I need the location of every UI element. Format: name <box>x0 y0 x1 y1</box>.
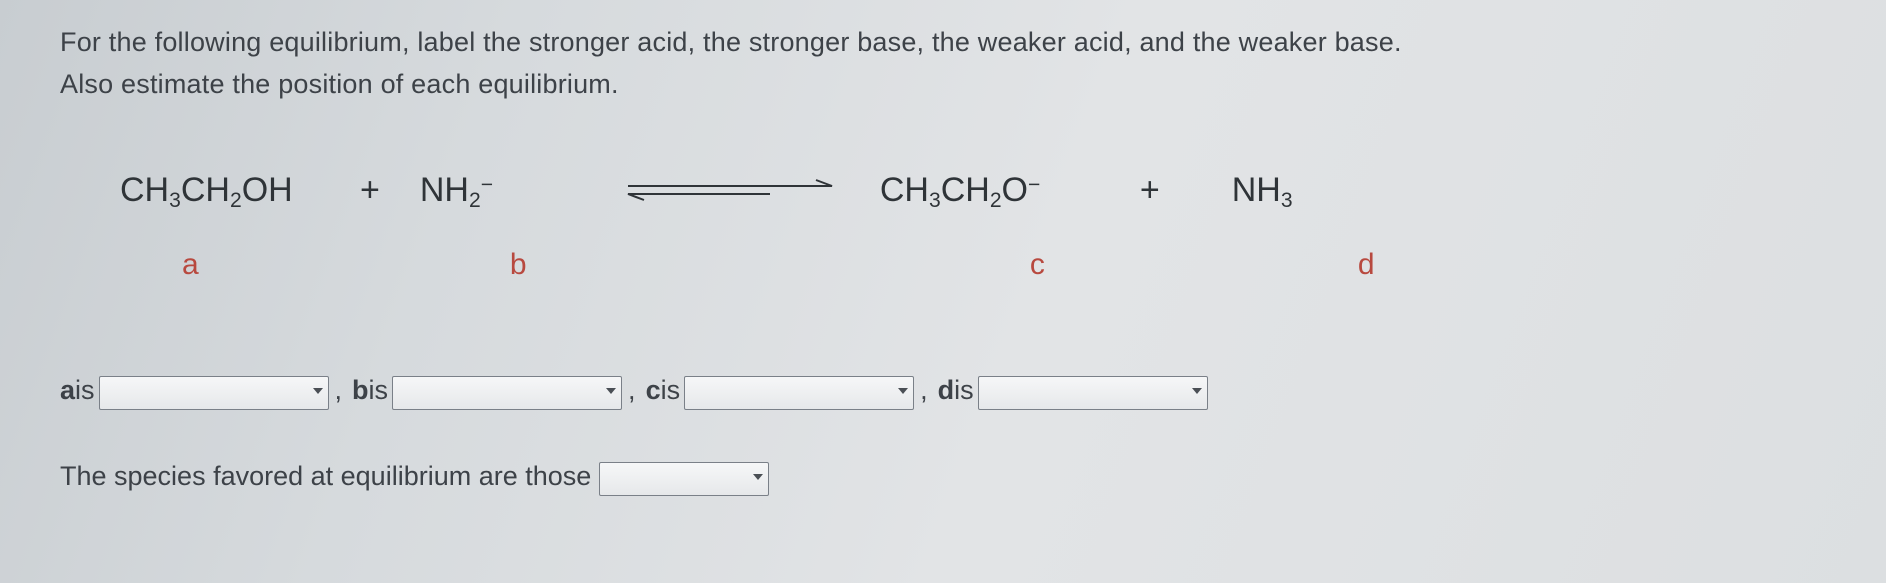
label-c: c <box>948 242 1208 289</box>
comma: , <box>918 370 938 412</box>
dropdown-b-wrap <box>388 370 626 412</box>
species-d: NH3 <box>1232 164 1352 218</box>
dropdown-final[interactable] <box>599 462 769 496</box>
dropdown-a[interactable] <box>99 376 329 410</box>
final-text: The species favored at equilibrium are t… <box>60 456 591 498</box>
dropdown-d[interactable] <box>978 376 1208 410</box>
question-line-1: For the following equilibrium, label the… <box>60 22 1826 64</box>
d-prefix: d <box>938 370 955 412</box>
plus-2: + <box>1140 164 1232 217</box>
label-d: d <box>1348 242 1468 289</box>
dropdown-a-wrap <box>95 370 333 412</box>
is-text: is <box>75 370 95 412</box>
species-a: CH3CH2OH <box>120 164 360 218</box>
label-row: a + b c d <box>60 239 1826 292</box>
species-b: NH2− <box>420 164 580 218</box>
c-prefix: c <box>646 370 661 412</box>
answer-row: a is , b is , c is , d is <box>60 370 1826 412</box>
plus-1: + <box>360 164 420 217</box>
is-text: is <box>661 370 681 412</box>
dropdown-c-wrap <box>680 370 918 412</box>
b-prefix: b <box>352 370 369 412</box>
dropdown-final-wrap <box>595 456 773 498</box>
is-text: is <box>954 370 974 412</box>
is-text: is <box>369 370 389 412</box>
species-c: CH3CH2O− <box>880 164 1140 218</box>
question-line-2: Also estimate the position of each equil… <box>60 64 1826 106</box>
dropdown-b[interactable] <box>392 376 622 410</box>
equation-row: CH3CH2OH + NH2− CH3CH2O− + NH3 <box>60 164 1826 218</box>
comma: , <box>333 370 353 412</box>
a-prefix: a <box>60 370 75 412</box>
dropdown-d-wrap <box>974 370 1212 412</box>
dropdown-c[interactable] <box>684 376 914 410</box>
equilibrium-arrow <box>580 173 880 207</box>
label-a: a <box>120 242 360 289</box>
final-row: The species favored at equilibrium are t… <box>60 456 1826 498</box>
question-container: For the following equilibrium, label the… <box>0 0 1886 498</box>
label-b: b <box>488 242 648 289</box>
comma: , <box>626 370 646 412</box>
